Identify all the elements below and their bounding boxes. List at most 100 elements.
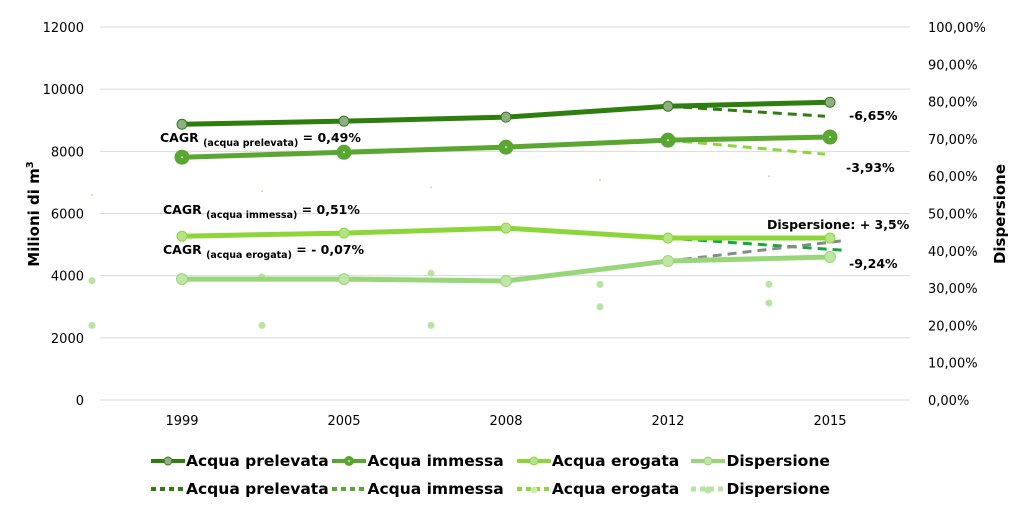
y-tick-label: 10000: [43, 83, 84, 98]
x-tick-label: 2005: [327, 414, 360, 429]
secondary-point: [430, 186, 432, 189]
cagr-annotation: CAGR (acqua prelevata) = 0,49%: [160, 130, 361, 149]
annotations: -6,65% -3,93% -9,24% Dispersione: + 3,5% CAG…: [160, 108, 910, 271]
y2-tick-label: 10,00%: [928, 357, 978, 372]
legend-dash-swatch-icon: [332, 487, 367, 491]
cagr-label: CAGR: [163, 242, 206, 257]
secondary-point: [596, 280, 604, 288]
y2-tick-label: 30,00%: [928, 282, 978, 297]
legend-line-swatch-icon: [332, 456, 367, 466]
data-point-center: [667, 139, 669, 142]
chart: 0 2000 4000 6000 8000 10000 12000 0,00% 10,00% 2…: [25, 21, 1009, 429]
y2-tick-label: 70,00%: [928, 133, 978, 148]
cagr-value: = 0,49%: [298, 130, 361, 145]
y2-tick-label: 40,00%: [928, 245, 978, 260]
secondary-point: [88, 277, 96, 285]
y2-tick-label: 100,00%: [928, 21, 986, 36]
data-point: [662, 255, 674, 268]
secondary-point: [91, 193, 93, 196]
legend-label: Acqua prelevata: [186, 452, 329, 470]
x-tick-label: 1999: [165, 414, 198, 429]
y2-tick-label: 80,00%: [928, 96, 978, 111]
legend-item-dispersione-trend[interactable]: Dispersione: [690, 480, 870, 498]
legend-label: Acqua prelevata: [186, 480, 329, 498]
y-tick-label: 8000: [51, 145, 84, 160]
legend-item-dispersione[interactable]: Dispersione: [690, 452, 870, 470]
secondary-point: [765, 280, 773, 288]
projection-label: Dispersione: + 3,5%: [767, 217, 910, 232]
secondary-point: [599, 178, 601, 181]
y-axis-ticks: 0 2000 4000 6000 8000 10000 12000: [43, 21, 84, 409]
legend-item-acqua-prelevata[interactable]: Acqua prelevata: [150, 452, 331, 470]
legend-line-swatch-icon: [691, 456, 726, 466]
y-tick-label: 2000: [51, 332, 84, 347]
projection-label: -9,24%: [849, 256, 898, 271]
y2-tick-label: 50,00%: [928, 208, 978, 223]
legend-dash-swatch-icon: [691, 486, 726, 494]
data-point: [176, 230, 188, 242]
cagr-label: CAGR: [163, 202, 206, 217]
data-point: [500, 274, 512, 287]
data-point: [824, 232, 836, 244]
data-point: [824, 251, 836, 264]
projection-label: -6,65%: [849, 108, 898, 123]
y-axis-title: Milioni di m3: [25, 161, 43, 266]
cagr-value: = 0,51%: [297, 202, 360, 217]
data-point: [338, 227, 350, 239]
x-tick-label: 2015: [813, 414, 846, 429]
data-point-center: [343, 151, 345, 154]
legend-label: Acqua immessa: [367, 452, 504, 470]
secondary-point: [596, 303, 604, 311]
legend-item-acqua-immessa[interactable]: Acqua immessa: [331, 452, 515, 470]
data-point: [176, 118, 188, 130]
data-point: [500, 222, 512, 234]
secondary-point: [258, 321, 266, 329]
secondary-point: [261, 190, 263, 193]
data-point: [500, 111, 512, 123]
cagr-subscript: (acqua prelevata): [203, 138, 298, 149]
projection-line: [667, 138, 826, 156]
legend-row-dashed: Acqua prelevata Acqua immessa Acqua erog…: [150, 475, 870, 503]
legend-label: Acqua immessa: [367, 480, 504, 498]
y2-axis-ticks: 0,00% 10,00% 20,00% 30,00% 40,00% 50,00% 60,00…: [928, 21, 986, 409]
data-point: [338, 273, 350, 286]
y-tick-label: 6000: [51, 208, 84, 223]
projection-label: -3,93%: [846, 160, 895, 175]
data-point: [338, 115, 350, 127]
y2-tick-label: 20,00%: [928, 319, 978, 334]
legend-item-acqua-erogata[interactable]: Acqua erogata: [516, 452, 691, 470]
legend-row-solid: Acqua prelevata Acqua immessa Acqua erog…: [150, 447, 870, 475]
y2-tick-label: 0,00%: [928, 394, 969, 409]
y-tick-label: 4000: [51, 270, 84, 285]
legend-item-acqua-immessa-trend[interactable]: Acqua immessa: [331, 480, 515, 498]
cagr-annotation: CAGR (acqua erogata) = - 0,07%: [163, 242, 364, 261]
series-lines: [174, 96, 838, 287]
secondary-point: [765, 299, 773, 307]
data-point: [662, 232, 674, 244]
legend-item-acqua-erogata-trend[interactable]: Acqua erogata: [516, 480, 691, 498]
projection-lines: [667, 104, 843, 263]
secondary-point: [88, 321, 96, 329]
legend-label: Dispersione: [726, 480, 830, 498]
secondary-point: [427, 269, 435, 277]
legend-label: Acqua erogata: [551, 480, 680, 498]
secondary-point: [768, 175, 770, 178]
secondary-point: [427, 321, 435, 329]
cagr-annotation: CAGR (acqua immessa) = 0,51%: [163, 202, 360, 221]
cagr-value: = - 0,07%: [292, 242, 365, 257]
legend-item-acqua-prelevata-trend[interactable]: Acqua prelevata: [150, 480, 331, 498]
x-axis-ticks: 1999 2005 2008 2012 2015: [165, 414, 846, 429]
data-point-center: [829, 136, 831, 139]
data-point: [662, 100, 674, 112]
cagr-label: CAGR: [160, 130, 203, 145]
data-point-center: [181, 156, 183, 159]
legend-line-swatch-icon: [151, 456, 185, 466]
legend-line-swatch-icon: [516, 456, 551, 466]
x-tick-label: 2008: [489, 414, 522, 429]
legend-dash-swatch-icon: [516, 486, 551, 494]
cagr-subscript: (acqua erogata): [206, 250, 292, 261]
y-tick-label: 0: [76, 394, 84, 409]
x-tick-label: 2012: [651, 414, 684, 429]
data-point: [824, 96, 836, 108]
y2-tick-label: 60,00%: [928, 170, 978, 185]
